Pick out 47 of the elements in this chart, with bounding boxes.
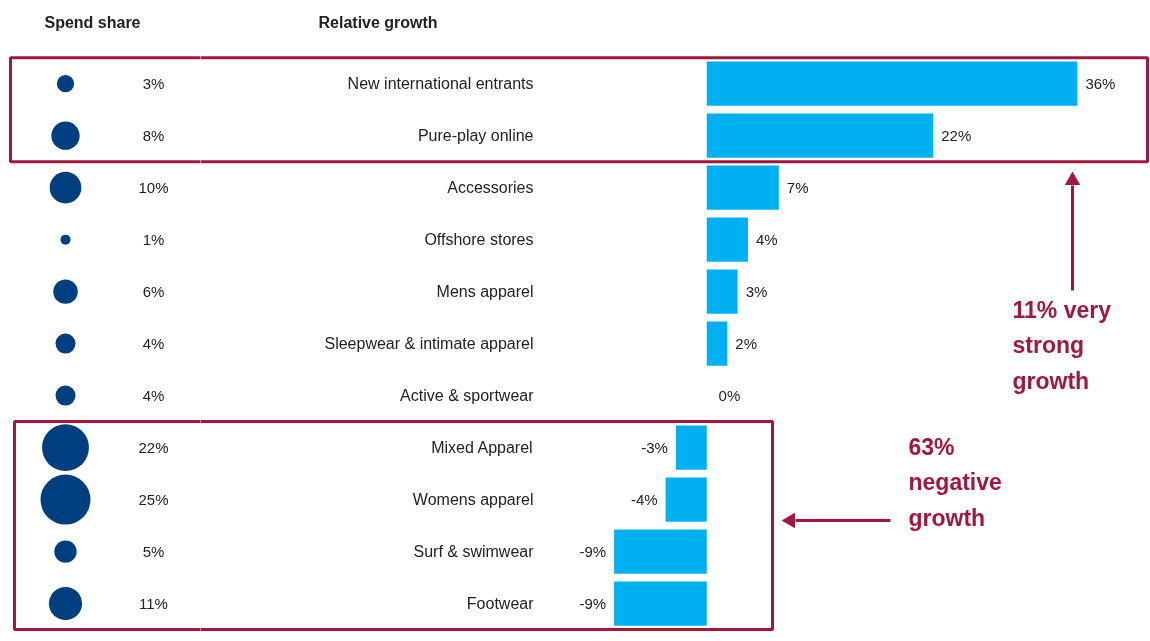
bar: [706, 165, 779, 210]
bar: [614, 529, 707, 574]
data-label: 2%: [735, 335, 758, 353]
data-label: -4%: [630, 491, 658, 509]
data-label: 22%: [138, 439, 169, 457]
annotation: 63% negative growth: [908, 434, 1002, 531]
data-label: 7%: [786, 179, 809, 197]
bar: [665, 477, 707, 522]
bar: [706, 269, 738, 314]
y-tick-label: Footwear: [466, 595, 535, 613]
y-tick-label: Pure-play online: [417, 127, 534, 145]
data-label: -3%: [641, 439, 668, 457]
annotation: 11% very strong growth: [1012, 297, 1112, 394]
bar: [706, 61, 1078, 106]
data-label: 6%: [142, 283, 165, 301]
y-tick-label: Active & sportwear: [400, 387, 535, 405]
y-tick-label: New international entrants: [347, 75, 534, 93]
data-label: 4%: [142, 335, 165, 353]
data-label: 1%: [142, 231, 165, 249]
y-tick-label: Womens apparel: [412, 491, 534, 509]
data-label: 4%: [755, 231, 778, 249]
data-label: 25%: [138, 491, 169, 509]
y-tick-label: Surf & swimwear: [413, 543, 535, 561]
data-label: -9%: [579, 595, 607, 613]
bar: [675, 425, 707, 470]
data-label: 3%: [745, 283, 768, 301]
data-label: 0%: [718, 387, 741, 405]
data-label: 4%: [142, 387, 165, 405]
data-label: 8%: [142, 127, 165, 145]
text: Spend share: [44, 14, 141, 31]
bar: [706, 113, 934, 158]
text: Relative growth: [318, 14, 438, 31]
data-label: 22%: [941, 127, 972, 145]
data-label: 10%: [138, 179, 169, 197]
data-label: 3%: [142, 75, 165, 93]
bar: [706, 321, 728, 366]
bar: [706, 217, 748, 262]
bar: [614, 581, 707, 626]
y-tick-label: Mens apparel: [436, 283, 534, 301]
y-tick-label: Offshore stores: [424, 231, 534, 249]
data-label: -9%: [579, 543, 607, 561]
data-label: 5%: [142, 543, 165, 561]
y-tick-label: Accessories: [447, 179, 534, 197]
y-tick-label: Mixed Apparel: [431, 439, 533, 457]
data-label: 11%: [139, 595, 168, 613]
y-tick-label: Sleepwear & intimate apparel: [324, 335, 534, 353]
data-label: 36%: [1085, 75, 1116, 93]
